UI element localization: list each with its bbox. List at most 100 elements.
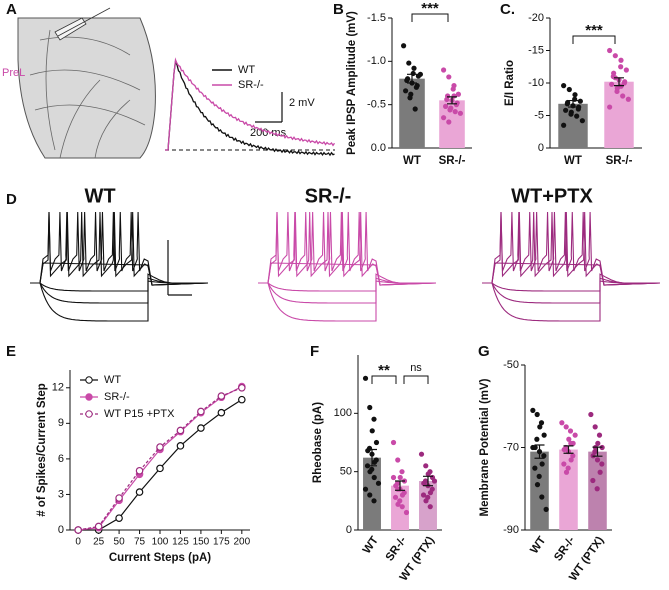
y-tick-label: 12	[52, 382, 64, 394]
data-point	[411, 65, 417, 71]
data-point	[564, 101, 570, 107]
y-tick-label: -5	[534, 109, 544, 121]
error-bar	[447, 96, 457, 105]
data-point	[369, 428, 375, 434]
marker	[115, 494, 123, 502]
legend-label: WT P15 +PTX	[104, 408, 175, 420]
x-tick-label: WT	[361, 535, 381, 557]
marker	[74, 526, 82, 534]
marker	[238, 383, 246, 392]
data-point	[453, 102, 459, 108]
trace	[482, 211, 661, 286]
data-point	[620, 93, 626, 99]
x-tick-label: 100	[152, 537, 169, 548]
data-point	[455, 91, 461, 97]
y-tick-label: -20	[528, 12, 544, 24]
data-point	[534, 436, 540, 442]
trace	[482, 280, 660, 292]
y-tick-label: 0	[58, 524, 64, 536]
y-tick-label: -0.5	[367, 99, 386, 111]
data-point	[572, 432, 578, 438]
data-point	[594, 486, 600, 492]
x-tick-label: 150	[193, 537, 210, 548]
significance-label: **	[378, 362, 390, 379]
data-point	[407, 95, 413, 101]
y-axis-label: E/I Ratio	[504, 60, 516, 106]
data-point	[566, 436, 572, 442]
y-tick-label: 0.0	[371, 142, 386, 154]
slice-illustration	[17, 7, 156, 159]
trace	[165, 59, 335, 157]
marker	[115, 514, 123, 522]
marker	[217, 392, 226, 400]
significance-bracket	[411, 13, 449, 22]
data-point	[561, 122, 567, 128]
data-point	[367, 469, 373, 475]
data-point	[559, 420, 565, 426]
y-tick-label: 3	[58, 488, 64, 500]
error-bar	[592, 446, 603, 457]
data-point	[541, 432, 547, 438]
panel-label: B	[333, 1, 344, 18]
data-point	[572, 92, 578, 98]
data-point	[371, 459, 378, 465]
data-point	[420, 492, 427, 498]
data-point	[395, 501, 401, 507]
data-point	[404, 77, 410, 83]
data-point	[362, 375, 369, 381]
data-point	[410, 70, 416, 77]
data-point	[446, 74, 452, 80]
bar	[530, 451, 549, 530]
marker	[197, 424, 205, 432]
y-tick-label: -70	[503, 441, 519, 453]
y-axis-label: Membrane Potential (mV)	[479, 378, 491, 516]
data-point	[399, 469, 405, 475]
data-point	[367, 492, 373, 498]
x-tick-label: WT	[528, 535, 548, 557]
y-tick-label: 9	[58, 417, 64, 429]
error-bar	[563, 445, 574, 454]
x-axis-label: Current Steps (pA)	[109, 552, 211, 564]
panel-label: E	[6, 343, 16, 360]
y-tick-label: -50	[503, 359, 519, 371]
data-point	[371, 416, 377, 422]
trace	[258, 211, 437, 286]
marker	[176, 426, 185, 435]
error-bar	[614, 77, 624, 87]
y-tick-label: 50	[340, 466, 352, 478]
marker	[238, 395, 246, 404]
data-point	[621, 80, 627, 86]
data-point	[362, 486, 369, 492]
marker	[176, 442, 185, 450]
legend-label: WT	[104, 374, 121, 386]
x-tick-label: 75	[134, 537, 146, 548]
trace	[482, 262, 661, 286]
legend-marker	[85, 410, 93, 418]
data-point	[371, 498, 377, 504]
data-point	[607, 104, 613, 110]
data-point	[537, 424, 543, 430]
legend-label: SR-/-	[104, 391, 130, 403]
legend-label: WT	[238, 64, 255, 76]
panel-label: A	[6, 1, 17, 18]
trace	[30, 280, 208, 292]
region-label: PreL	[2, 67, 25, 79]
data-point	[567, 428, 574, 434]
data-point	[403, 88, 409, 94]
y-tick-label: 0	[346, 524, 352, 536]
y-tick-label: -90	[503, 524, 519, 536]
data-point	[441, 67, 447, 73]
data-point	[592, 424, 598, 430]
data-point	[618, 57, 624, 63]
significance-label: ***	[421, 0, 439, 17]
data-point	[539, 494, 545, 500]
data-point	[365, 448, 371, 454]
data-point	[427, 490, 434, 496]
data-point	[446, 119, 452, 125]
data-point	[452, 109, 458, 115]
marker	[217, 408, 226, 417]
y-tick-label: 0	[538, 142, 544, 154]
data-point	[563, 424, 569, 430]
marker	[135, 466, 144, 475]
marker	[156, 443, 164, 451]
